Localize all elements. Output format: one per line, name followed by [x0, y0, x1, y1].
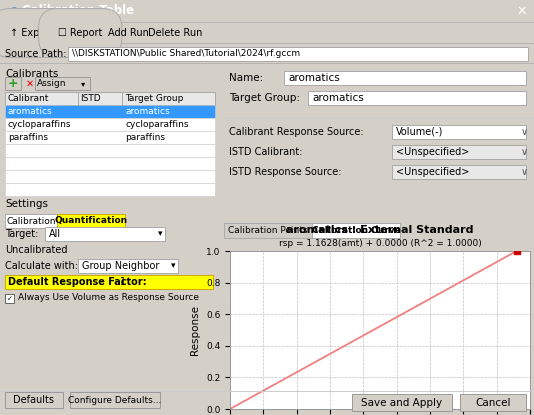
Text: <Unspecified>: <Unspecified> [396, 147, 469, 157]
Text: \\DISKSTATION\Public Shared\Tutorial\2024\rf.gccm: \\DISKSTATION\Public Shared\Tutorial\202… [72, 49, 300, 59]
Text: <Unspecified>: <Unspecified> [396, 167, 469, 177]
Bar [45, 227, 165, 241]
Text: Calibrants: Calibrants [5, 69, 58, 79]
Text: Uncalibrated: Uncalibrated [5, 245, 67, 255]
Text: ✕: ✕ [517, 5, 527, 17]
Bar [5, 118, 215, 131]
Bar [392, 145, 526, 159]
Text: rsp = 1.1628(amt) + 0.0000 (R^2 = 1.0000): rsp = 1.1628(amt) + 0.0000 (R^2 = 1.0000… [279, 239, 481, 248]
Text: ▾: ▾ [158, 229, 162, 239]
Text: aromatics: aromatics [125, 107, 170, 116]
Text: paraffins: paraffins [8, 133, 48, 142]
Bar [284, 71, 526, 85]
Bar [5, 294, 14, 303]
Bar [392, 165, 526, 179]
Text: Configure Defaults...: Configure Defaults... [68, 395, 162, 405]
Text: Default Response Factor:: Default Response Factor: [8, 277, 147, 287]
Text: ▾: ▾ [171, 261, 176, 271]
Text: Target:: Target: [5, 229, 38, 239]
Text: ISTD Response Source:: ISTD Response Source: [229, 167, 342, 177]
Bar [224, 223, 312, 238]
Bar [5, 392, 63, 408]
Bar [5, 275, 213, 289]
Text: aromatics : External Standard: aromatics : External Standard [286, 225, 474, 235]
Bar [460, 394, 526, 411]
Text: cycloparaffins: cycloparaffins [8, 120, 72, 129]
Text: Cancel: Cancel [475, 398, 511, 408]
Bar [70, 392, 160, 408]
Bar [68, 47, 528, 61]
Bar [5, 214, 57, 228]
Text: Always Use Volume as Response Source: Always Use Volume as Response Source [18, 293, 199, 303]
Bar [5, 77, 21, 90]
Text: ✓: ✓ [6, 295, 12, 302]
Text: Name:: Name: [229, 73, 263, 83]
Text: aromatics: aromatics [288, 73, 340, 83]
Text: Calibration Curve: Calibration Curve [311, 226, 400, 235]
Bar [5, 105, 215, 118]
Text: ∨: ∨ [521, 127, 528, 137]
Text: ▾: ▾ [81, 79, 85, 88]
Text: Calibrant: Calibrant [8, 94, 49, 103]
Text: cycloparaffins: cycloparaffins [125, 120, 189, 129]
Text: ∨: ∨ [521, 167, 528, 177]
Text: Group Neighbor: Group Neighbor [82, 261, 159, 271]
Text: Save and Apply: Save and Apply [362, 398, 443, 408]
Text: Assign: Assign [37, 79, 67, 88]
Text: Target Group: Target Group [125, 94, 183, 103]
Bar [5, 131, 215, 144]
Bar [5, 183, 215, 196]
Bar [78, 259, 178, 273]
Text: Delete Run: Delete Run [148, 28, 202, 38]
Text: All: All [49, 229, 61, 239]
Bar [5, 144, 215, 157]
Text: Settings: Settings [5, 199, 48, 209]
Text: Volume(-): Volume(-) [396, 127, 443, 137]
Bar [5, 92, 215, 105]
Text: ↑ Export: ↑ Export [10, 28, 53, 38]
Text: aromatics: aromatics [8, 107, 53, 116]
Text: paraffins: paraffins [125, 133, 165, 142]
Bar [308, 91, 526, 105]
Text: Defaults: Defaults [13, 395, 54, 405]
Text: Add Run: Add Run [108, 28, 149, 38]
Text: aromatics: aromatics [312, 93, 364, 103]
Text: 1: 1 [120, 277, 126, 287]
Text: +: + [7, 77, 18, 90]
Text: ISTD: ISTD [80, 94, 100, 103]
Y-axis label: Response: Response [190, 305, 200, 355]
Text: ∨: ∨ [521, 147, 528, 157]
Text: ISTD Calibrant:: ISTD Calibrant: [229, 147, 302, 157]
Bar [35, 77, 90, 90]
Text: Target Group:: Target Group: [229, 93, 300, 103]
Bar [57, 214, 125, 228]
Text: Calibrant Response Source:: Calibrant Response Source: [229, 127, 364, 137]
Text: ●: ● [8, 5, 19, 17]
Bar [312, 223, 400, 238]
Bar [5, 170, 215, 183]
Bar [392, 125, 526, 139]
Text: Calibration Points: Calibration Points [228, 226, 308, 235]
Text: ☐ Report: ☐ Report [58, 28, 103, 38]
Text: ✕: ✕ [26, 78, 34, 88]
Bar [352, 394, 452, 411]
Text: Calibration Table: Calibration Table [22, 5, 134, 17]
Text: Quantification: Quantification [54, 217, 128, 225]
Text: Source Path:: Source Path: [5, 49, 67, 59]
Text: Calculate with:: Calculate with: [5, 261, 78, 271]
Text: Calibration: Calibration [6, 217, 56, 225]
Bar [5, 157, 215, 170]
